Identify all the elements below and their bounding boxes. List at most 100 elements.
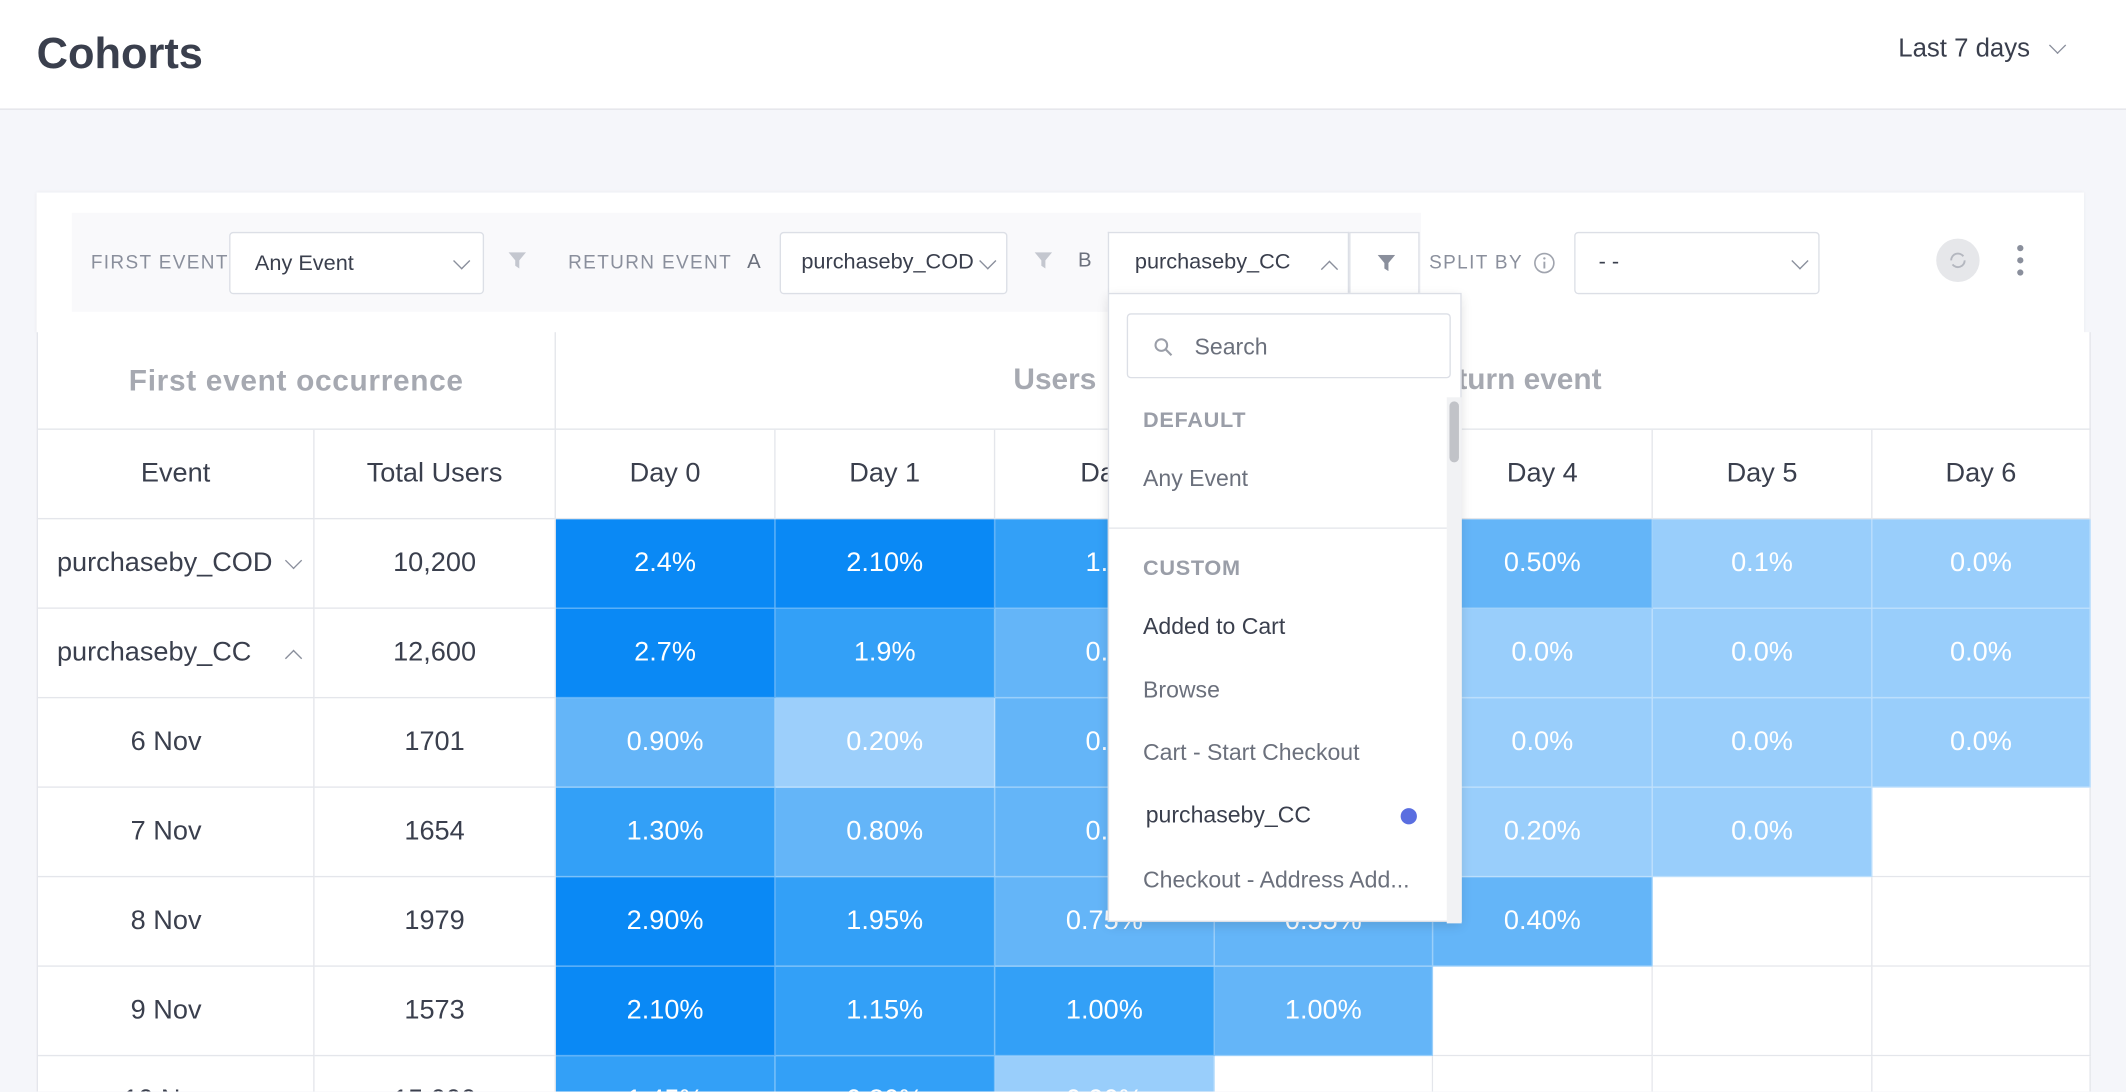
retention-cell: 0.40%: [1433, 877, 1653, 967]
row-total: 1701: [314, 698, 556, 788]
filter-icon[interactable]: [508, 252, 527, 269]
row-event: 9 Nov: [37, 966, 315, 1057]
row-event: 6 Nov: [37, 698, 315, 788]
row-total: 1654: [314, 787, 556, 878]
row-event: purchaseby_COD: [37, 519, 315, 609]
retention-cell: [1872, 1056, 2091, 1092]
scroll-thumb[interactable]: [1449, 401, 1459, 463]
search-icon: [1154, 338, 1173, 357]
more-menu[interactable]: [2015, 244, 2026, 277]
chevron: [1320, 260, 1339, 278]
retention-cell: 0.50%: [1433, 519, 1653, 609]
retention-cell: [1652, 877, 1873, 967]
page-title: Cohorts: [36, 28, 203, 78]
select[interactable]: purchaseby_COD: [779, 231, 1008, 295]
filter-icon[interactable]: [1034, 252, 1053, 269]
info-icon[interactable]: [1534, 252, 1556, 274]
retention-cell: 0.20%: [775, 698, 996, 788]
group-header: Users: [1013, 362, 1097, 396]
row-total: 1979: [314, 877, 556, 967]
row-event: 7 Nov: [37, 787, 315, 878]
label: RETURN EVENT: [568, 250, 733, 273]
retention-cell: 1.9%: [775, 608, 996, 699]
row-event: 8 Nov: [37, 877, 315, 967]
retention-cell: 0.0%: [1433, 608, 1653, 699]
select-value: - -: [1598, 250, 1620, 274]
date-range[interactable]: Last 7 days: [1898, 34, 2031, 64]
retention-cell: 2.4%: [555, 519, 776, 609]
group-header: turn event: [1457, 362, 1602, 396]
retention-cell: [1872, 877, 2091, 967]
cohort-table: First event occurrence Users turn event Eve…: [36, 332, 2091, 1092]
label: A: [747, 250, 761, 274]
label: B: [1077, 248, 1092, 272]
select-value: purchaseby_CC: [1134, 250, 1291, 274]
retention-cell: 0.90%: [555, 698, 776, 788]
retention-cell: [1872, 787, 2091, 878]
scrollbar[interactable]: [1446, 397, 1462, 924]
row-total: 1573: [314, 966, 556, 1057]
selected-dot: [1400, 808, 1417, 825]
retention-cell: 0.0%: [1872, 519, 2091, 609]
refresh-icon: [1950, 252, 1966, 269]
expand-toggle[interactable]: [284, 649, 303, 667]
dropdown-item[interactable]: Checkout - Address Add...: [1143, 867, 1410, 893]
retention-cell: 2.10%: [775, 519, 996, 609]
divider: [1109, 527, 1447, 529]
retention-cell: 0.0%: [1433, 698, 1653, 788]
dropdown-item[interactable]: Added to Cart: [1143, 613, 1286, 640]
select-value: Any Event: [254, 252, 354, 276]
dropdown-panel: Search DEFAULT Any Event CUSTOM Added to…: [1107, 292, 1462, 924]
filter-button[interactable]: [1349, 231, 1420, 295]
retention-cell: [1433, 1056, 1653, 1092]
column-header: Event: [37, 429, 315, 520]
select-value: purchaseby_COD: [801, 250, 974, 274]
retention-cell: 0.0%: [1872, 608, 2091, 699]
label: FIRST EVENT: [90, 250, 229, 273]
retention-cell: 0.1%: [1652, 519, 1873, 609]
retention-cell: 1.15%: [775, 966, 996, 1057]
column-header: Day 5: [1652, 429, 1873, 520]
chevron: [1791, 252, 1809, 270]
retention-cell: 2.90%: [555, 877, 776, 967]
refresh-button[interactable]: [1936, 238, 1980, 283]
retention-cell: 2.7%: [555, 608, 776, 699]
section-title: DEFAULT: [1143, 409, 1247, 433]
dropdown-item-selected[interactable]: purchaseby_CC: [1145, 802, 1312, 828]
select[interactable]: Any Event: [229, 231, 485, 295]
retention-cell: [1652, 1056, 1873, 1092]
retention-cell: 0.80%: [775, 1056, 996, 1092]
row-total: 15,000: [315, 1056, 556, 1092]
retention-cell: [1652, 966, 1873, 1057]
search-placeholder: Search: [1194, 334, 1268, 360]
expand-toggle[interactable]: [284, 552, 303, 570]
retention-cell: [1872, 966, 2091, 1057]
select[interactable]: - -: [1574, 231, 1820, 295]
search-box[interactable]: Search: [1126, 313, 1451, 379]
column-header: Day 1: [775, 429, 996, 520]
row-event: 10 Nov: [38, 1056, 315, 1092]
retention-cell: 2.10%: [555, 966, 776, 1057]
dropdown-item[interactable]: Browse: [1143, 677, 1220, 704]
retention-cell: 0.0%: [1652, 608, 1873, 699]
filter-icon: [1377, 254, 1396, 272]
column-header: Day 6: [1872, 429, 2091, 520]
retention-cell: 0.80%: [775, 787, 996, 878]
retention-cell: 0.0%: [1652, 698, 1873, 788]
section-title: CUSTOM: [1143, 557, 1241, 581]
retention-cell: 0.0%: [1652, 787, 1873, 878]
retention-cell: 1.95%: [775, 877, 996, 967]
row-event: purchaseby_CC: [37, 608, 315, 699]
retention-cell: [1433, 966, 1653, 1057]
select-open[interactable]: purchaseby_CC: [1107, 231, 1350, 295]
column-header: Total Users: [314, 429, 556, 520]
column-header: Day 4: [1433, 429, 1653, 520]
dropdown-item[interactable]: Cart - Start Checkout: [1143, 739, 1360, 766]
row-total: 10,200: [314, 519, 556, 609]
column-header: Day 0: [555, 429, 776, 520]
label: SPLIT BY: [1429, 250, 1523, 273]
dropdown-item[interactable]: Any Event: [1143, 465, 1249, 492]
retention-cell: 0.20%: [1433, 787, 1653, 878]
group-header: First event occurrence: [37, 332, 556, 430]
